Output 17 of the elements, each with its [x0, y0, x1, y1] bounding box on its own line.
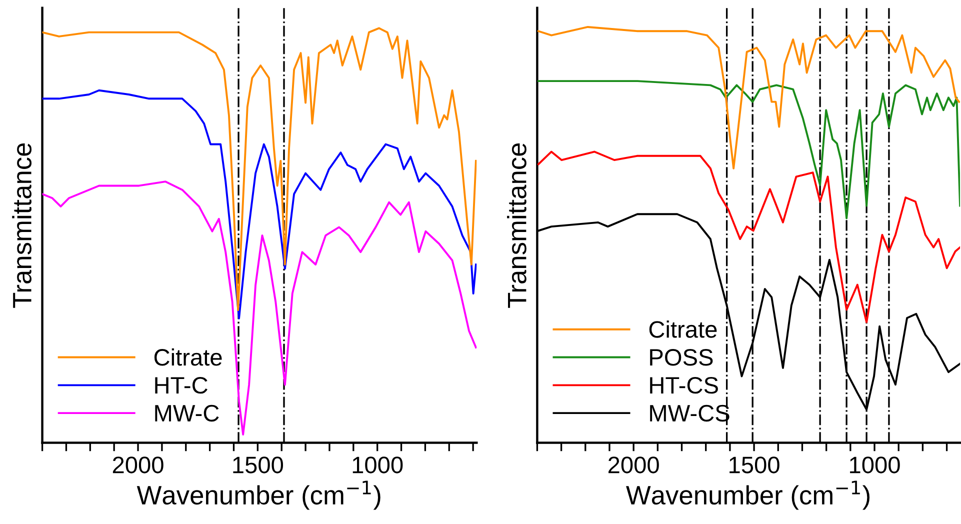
y-axis-title: Transmittance [507, 143, 526, 308]
legend-label: POSS [650, 349, 713, 366]
x-axis-title: Wavenumber (cm$^{−1}$) [626, 480, 870, 510]
x-tick-label: 1000 [850, 456, 900, 474]
x-axis-title: Wavenumber (cm$^{−1}$) [136, 480, 380, 510]
legend-label: Citrate [154, 348, 222, 366]
x-tick-label: 2000 [608, 456, 659, 474]
x-tick-label: 2000 [112, 456, 164, 474]
legend-label: Citrate [649, 320, 717, 338]
legend-label: MW-C [155, 404, 219, 422]
x-tick-label: 1000 [352, 456, 403, 474]
x-tick-label: 1500 [233, 456, 284, 474]
legend-label: HT-C [155, 376, 208, 394]
legend-label: MW-CS [650, 404, 730, 422]
y-axis-title: Transmittance [12, 143, 32, 308]
legend-label: HT-CS [650, 376, 718, 394]
x-tick-label: 1500 [730, 456, 780, 474]
